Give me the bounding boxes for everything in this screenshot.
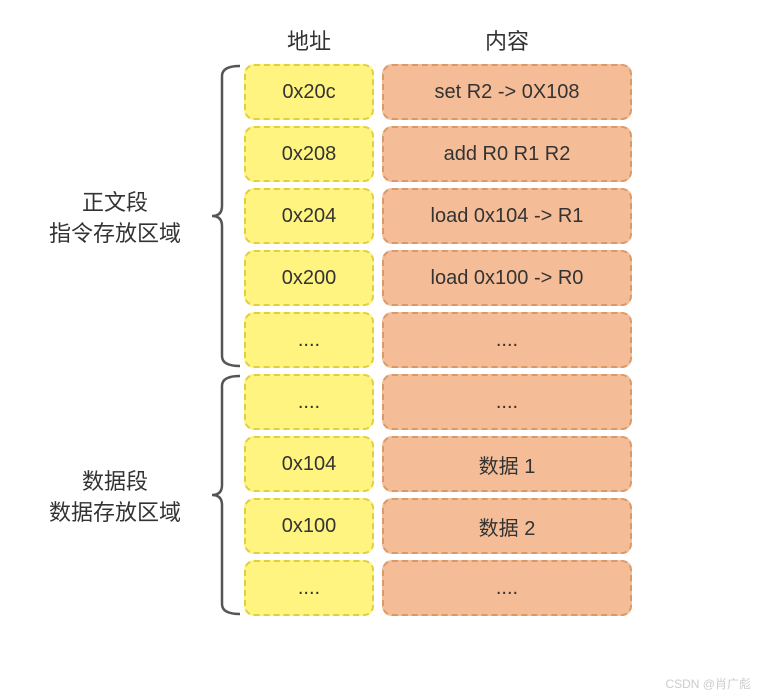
data-segment-rows: ........0x104数据 10x100数据 2........	[244, 374, 632, 622]
content-cell: add R0 R1 R2	[382, 126, 632, 182]
address-cell: 0x208	[244, 126, 374, 182]
table-row: 0x200load 0x100 -> R0	[244, 250, 632, 306]
memory-layout-diagram: 正文段 指令存放区域 数据段 数据存放区域 地址 内容 0x20cset R2 …	[20, 20, 741, 622]
content-cell: 数据 2	[382, 498, 632, 554]
watermark: CSDN @肖广彪	[665, 675, 751, 692]
memory-table: 地址 内容 0x20cset R2 -> 0X1080x208add R0 R1…	[244, 20, 632, 622]
address-cell: 0x200	[244, 250, 374, 306]
address-header: 地址	[244, 24, 374, 56]
address-cell: 0x204	[244, 188, 374, 244]
header-spacer	[210, 20, 244, 64]
content-cell: 数据 1	[382, 436, 632, 492]
label-line: 数据存放区域	[49, 498, 181, 529]
header-row: 地址 内容	[244, 20, 632, 60]
table-row: 0x100数据 2	[244, 498, 632, 554]
section-labels-column: 正文段 指令存放区域 数据段 数据存放区域	[20, 20, 210, 622]
address-cell: ....	[244, 374, 374, 430]
label-line: 正文段	[82, 188, 148, 219]
table-row: 0x208add R0 R1 R2	[244, 126, 632, 182]
address-cell: 0x20c	[244, 64, 374, 120]
header-spacer	[20, 20, 210, 64]
table-row: ........	[244, 312, 632, 368]
address-cell: 0x104	[244, 436, 374, 492]
address-cell: ....	[244, 312, 374, 368]
table-row: 0x204load 0x104 -> R1	[244, 188, 632, 244]
content-header: 内容	[382, 24, 632, 56]
table-row: ........	[244, 374, 632, 430]
label-line: 指令存放区域	[49, 219, 181, 250]
brace-column	[210, 20, 244, 622]
content-cell: set R2 -> 0X108	[382, 64, 632, 120]
content-cell: ....	[382, 312, 632, 368]
data-segment-label: 数据段 数据存放区域	[20, 374, 210, 622]
text-segment-rows: 0x20cset R2 -> 0X1080x208add R0 R1 R20x2…	[244, 64, 632, 374]
content-cell: load 0x104 -> R1	[382, 188, 632, 244]
brace-icon	[210, 374, 244, 622]
brace-icon	[210, 64, 244, 374]
address-cell: ....	[244, 560, 374, 616]
table-row: 0x104数据 1	[244, 436, 632, 492]
label-line: 数据段	[82, 467, 148, 498]
content-cell: load 0x100 -> R0	[382, 250, 632, 306]
address-cell: 0x100	[244, 498, 374, 554]
table-row: 0x20cset R2 -> 0X108	[244, 64, 632, 120]
content-cell: ....	[382, 560, 632, 616]
content-cell: ....	[382, 374, 632, 430]
text-segment-label: 正文段 指令存放区域	[20, 64, 210, 374]
table-row: ........	[244, 560, 632, 616]
